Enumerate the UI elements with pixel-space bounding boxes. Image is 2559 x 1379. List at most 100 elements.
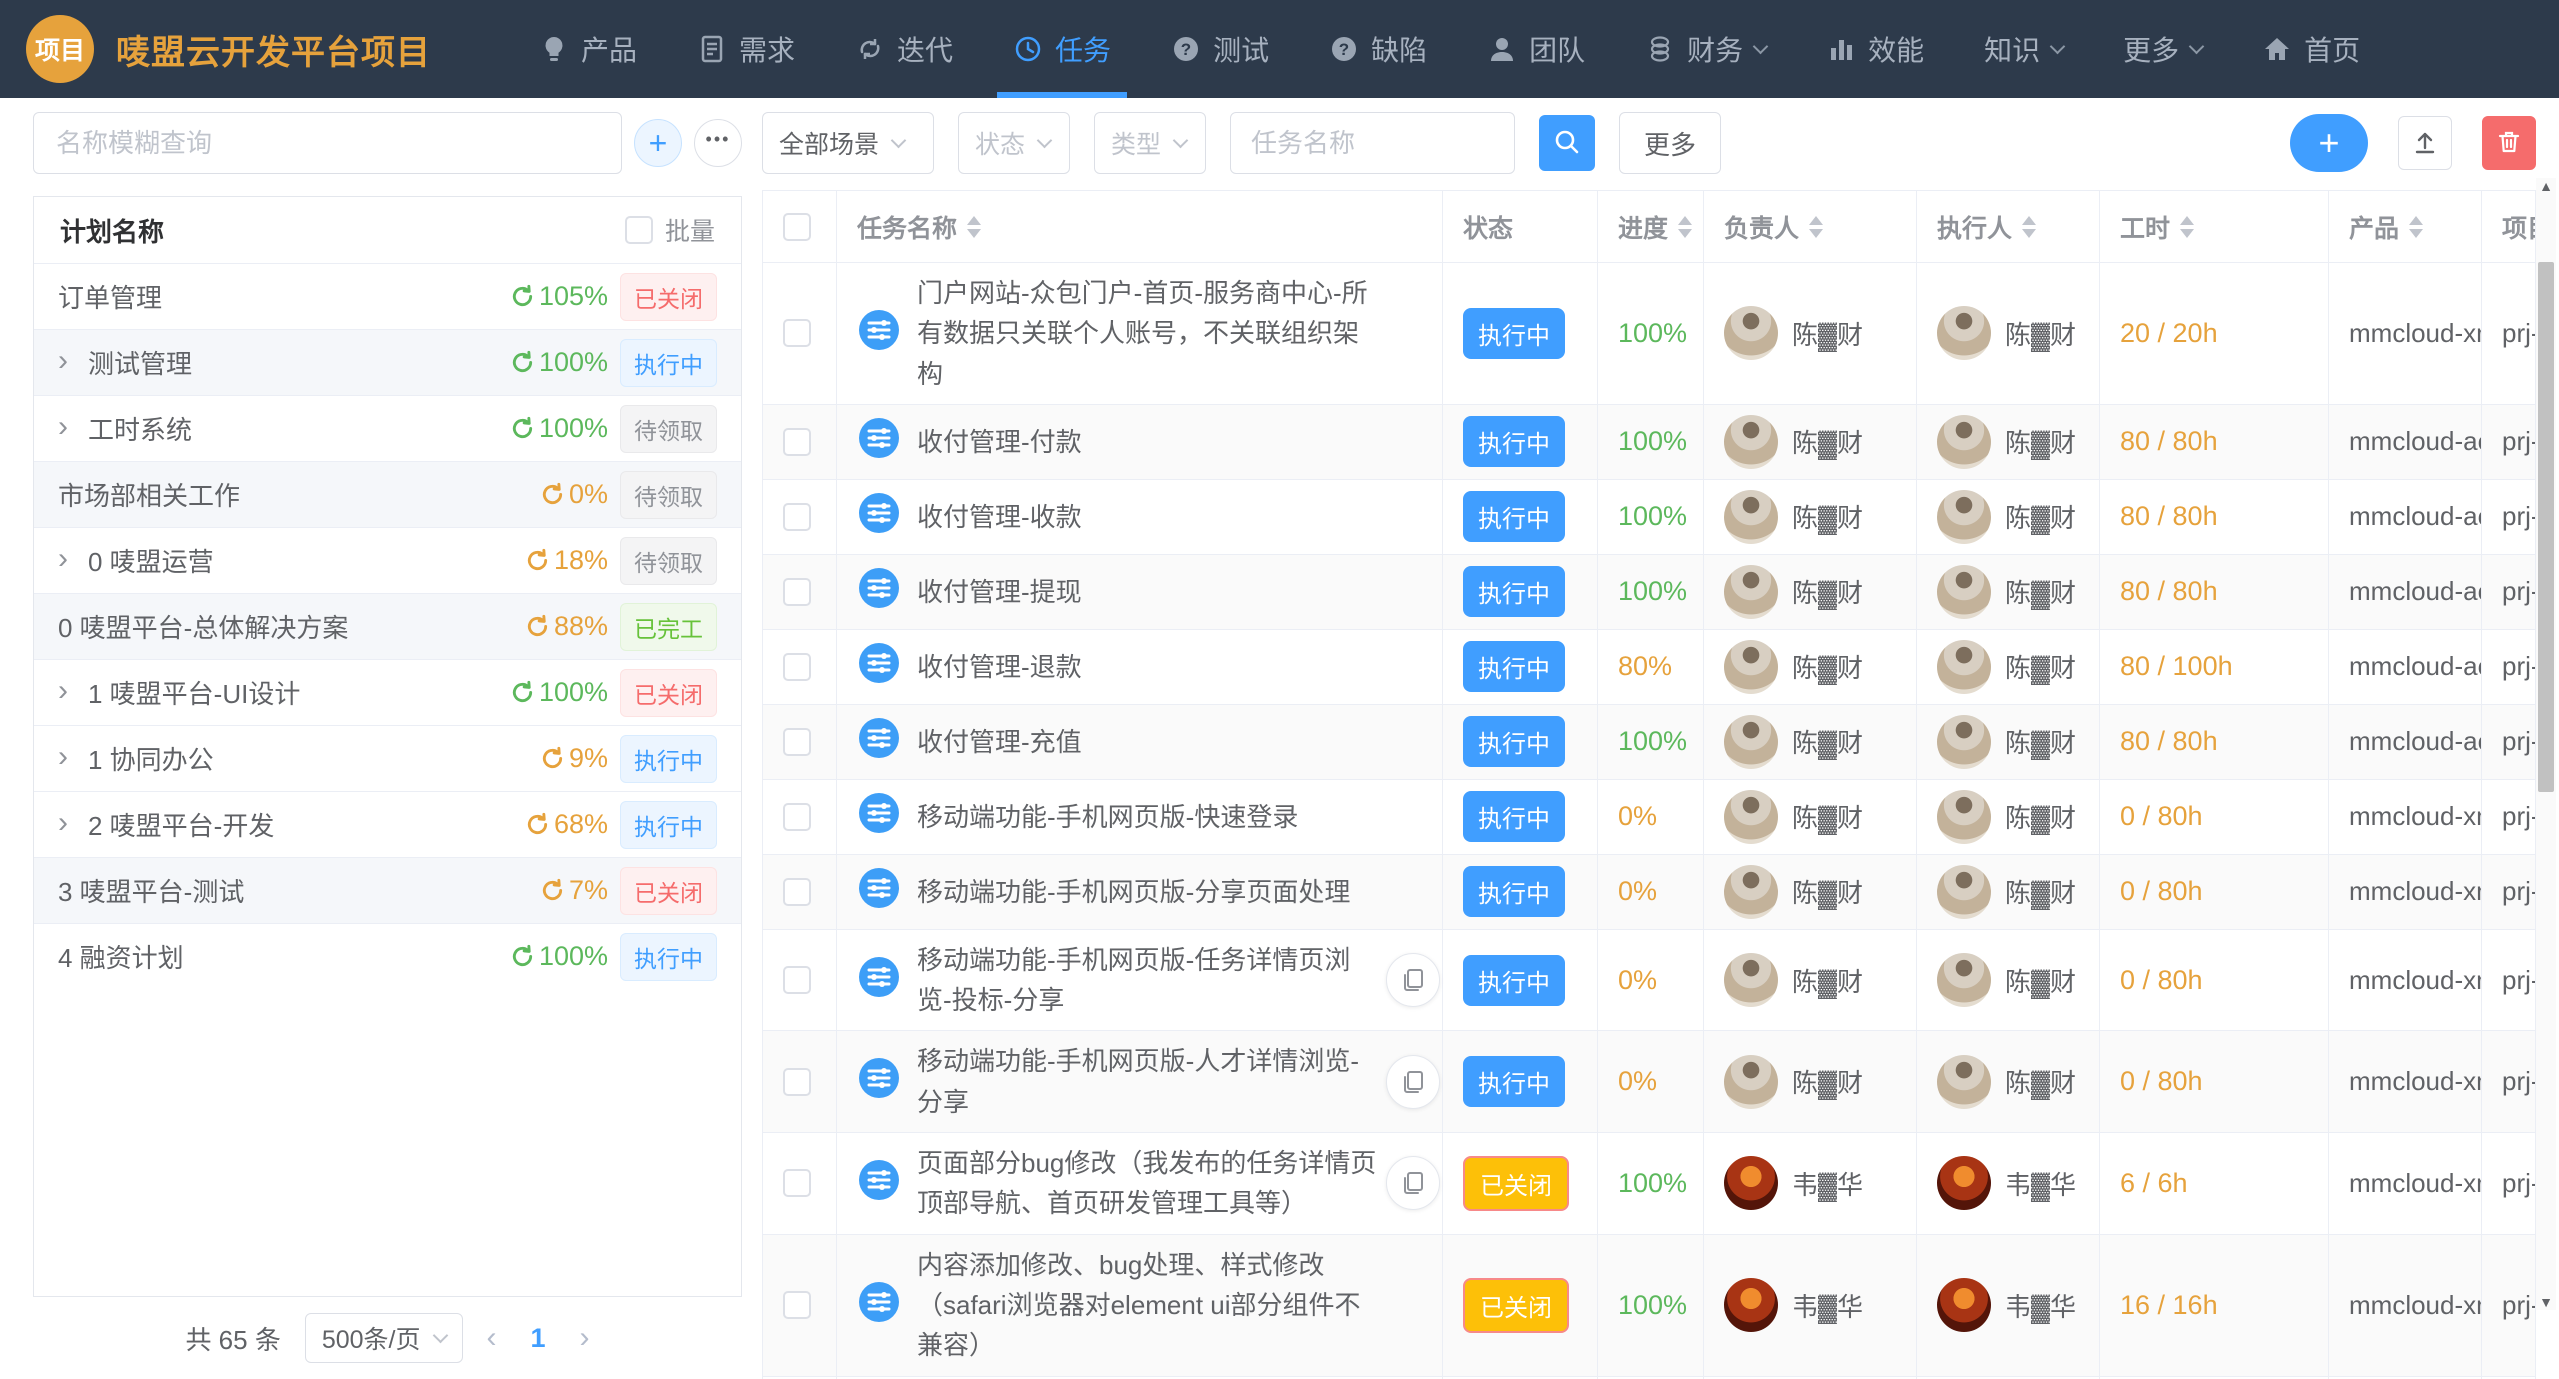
plan-row[interactable]: › 1 协同办公 9% 执行中 — [34, 725, 741, 791]
row-checkbox[interactable] — [783, 727, 811, 756]
sort-icon[interactable] — [1678, 215, 1693, 238]
row-checkbox[interactable] — [783, 1067, 811, 1096]
task-type-icon — [857, 416, 901, 467]
next-page-button[interactable]: › — [579, 1321, 590, 1354]
add-plan-button[interactable]: + — [634, 119, 682, 167]
sort-icon[interactable] — [2409, 215, 2424, 238]
nav-item-iteration[interactable]: 迭代 — [839, 0, 969, 98]
chevron-right-icon[interactable]: › — [58, 409, 68, 443]
row-checkbox[interactable] — [783, 502, 811, 531]
vertical-scrollbar-thumb[interactable] — [2538, 262, 2554, 792]
delete-button[interactable] — [2482, 116, 2536, 170]
nav-item-task[interactable]: 任务 — [997, 0, 1128, 98]
plan-row[interactable]: › 4 融资计划 100% 执行中 — [34, 923, 741, 989]
nav-item-more[interactable]: 更多 — [2107, 0, 2218, 98]
chevron-right-icon[interactable]: › — [58, 343, 68, 377]
nav-item-performance[interactable]: 效能 — [1810, 0, 1940, 98]
task-name-cell: 收付管理-退款 — [837, 629, 1443, 704]
plan-search-input[interactable] — [33, 112, 622, 174]
row-checkbox[interactable] — [783, 802, 811, 831]
nav-item-defect[interactable]: ? 缺陷 — [1313, 0, 1443, 98]
nav-item-requirement[interactable]: 需求 — [681, 0, 811, 98]
import-button[interactable] — [2398, 116, 2452, 170]
task-name-link[interactable]: 移动端功能-手机网页版-人才详情浏览-分享 — [917, 1046, 1359, 1117]
scroll-down-arrow-icon[interactable]: ▼ — [2539, 1294, 2553, 1310]
plan-row[interactable]: › 测试管理 100% 执行中 — [34, 329, 741, 395]
plan-row[interactable]: › 1 唛盟平台-UI设计 100% 已关闭 — [34, 659, 741, 725]
scene-select[interactable]: 全部场景 — [762, 112, 934, 174]
task-name-link[interactable]: 内容添加修改、bug处理、样式修改（safari浏览器对element ui部分… — [917, 1249, 1361, 1361]
nav-item-test[interactable]: ? 测试 — [1155, 0, 1285, 98]
type-select[interactable]: 类型 — [1094, 112, 1206, 174]
status-select[interactable]: 状态 — [958, 112, 1070, 174]
task-name-link[interactable]: 页面部分bug修改（我发布的任务详情页顶部导航、首页研发管理工具等） — [917, 1148, 1377, 1219]
chevron-right-icon[interactable]: › — [58, 541, 68, 575]
plan-more-actions-button[interactable]: ••• — [694, 119, 742, 167]
table-row[interactable]: 移动端功能-手机网页版-分享页面处理 执行中 0% 陈▓财 — [763, 854, 2535, 930]
table-row[interactable]: 移动端功能-手机网页版-人才详情浏览-分享 执行中 0% 陈▓财 — [763, 1031, 2535, 1134]
hours-cell: 80 / 100h — [2100, 629, 2329, 704]
task-name-link[interactable]: 收付管理-提现 — [917, 576, 1082, 607]
plan-row[interactable]: › 2 唛盟平台-开发 68% 执行中 — [34, 791, 741, 857]
plan-row[interactable]: › 0 唛盟平台-总体解决方案 88% 已完工 — [34, 593, 741, 659]
table-row[interactable]: 内容添加修改、bug处理、样式修改（safari浏览器对element ui部分… — [763, 1234, 2535, 1377]
plan-page-size-select[interactable]: 500条/页 — [304, 1313, 463, 1363]
scroll-up-arrow-icon[interactable]: ▲ — [2539, 178, 2553, 194]
vertical-scrollbar[interactable]: ▲ ▼ — [2536, 178, 2556, 1310]
chevron-right-icon[interactable]: › — [58, 673, 68, 707]
row-checkbox[interactable] — [783, 427, 811, 456]
chevron-right-icon[interactable]: › — [58, 739, 68, 773]
plan-row[interactable]: › 市场部相关工作 0% 待领取 — [34, 461, 741, 527]
select-all-checkbox[interactable] — [783, 212, 811, 241]
nav-item-home[interactable]: 首页 — [2246, 0, 2376, 98]
task-name-link[interactable]: 门户网站-众包门户-首页-服务商中心-所有数据只关联个人账号，不关联组织架构 — [917, 278, 1368, 389]
copy-task-button[interactable] — [1386, 1156, 1440, 1211]
task-name-link[interactable]: 收付管理-付款 — [917, 426, 1082, 457]
table-row[interactable]: 门户网站-众包门户-首页-服务商中心-所有数据只关联个人账号，不关联组织架构 执… — [763, 263, 2535, 405]
plan-row[interactable]: › 3 唛盟平台-测试 7% 已关闭 — [34, 857, 741, 923]
nav-item-knowledge[interactable]: 知识 — [1968, 0, 2079, 98]
row-checkbox[interactable] — [783, 319, 811, 348]
task-name-link[interactable]: 移动端功能-手机网页版-快速登录 — [917, 801, 1299, 832]
table-row[interactable]: 收付管理-收款 执行中 100% 陈▓财 — [763, 479, 2535, 555]
task-name-link[interactable]: 收付管理-退款 — [917, 651, 1082, 682]
copy-task-button[interactable] — [1386, 953, 1440, 1008]
batch-checkbox[interactable] — [624, 216, 653, 244]
table-row[interactable]: 页面部分bug修改（我发布的任务详情页顶部导航、首页研发管理工具等） 已关闭 1… — [763, 1133, 2535, 1235]
task-name-link[interactable]: 收付管理-充值 — [917, 726, 1082, 757]
row-checkbox[interactable] — [783, 1169, 811, 1198]
nav-item-finance[interactable]: 财务 — [1629, 0, 1782, 98]
row-checkbox[interactable] — [783, 577, 811, 606]
row-checkbox[interactable] — [783, 966, 811, 995]
task-name-link[interactable]: 移动端功能-手机网页版-分享页面处理 — [917, 876, 1351, 907]
sort-icon[interactable] — [1809, 215, 1824, 238]
nav-item-product[interactable]: 产品 — [523, 0, 653, 98]
more-filters-button[interactable]: 更多 — [1619, 112, 1722, 174]
page-number[interactable]: 1 — [530, 1322, 546, 1353]
table-row[interactable]: 收付管理-充值 执行中 100% 陈▓财 — [763, 704, 2535, 780]
task-name-link[interactable]: 移动端功能-手机网页版-任务详情页浏览-投标-分享 — [917, 944, 1351, 1016]
add-task-button[interactable]: + — [2290, 114, 2368, 172]
sort-icon[interactable] — [2180, 215, 2195, 238]
table-row[interactable]: 收付管理-付款 执行中 100% 陈▓财 — [763, 404, 2535, 480]
plan-row[interactable]: › 0 唛盟运营 18% 待领取 — [34, 527, 741, 593]
table-row[interactable]: 收付管理-提现 执行中 100% 陈▓财 — [763, 554, 2535, 630]
plan-row[interactable]: › 工时系统 100% 待领取 — [34, 395, 741, 461]
prev-page-button[interactable]: ‹ — [486, 1321, 497, 1354]
table-row[interactable]: 移动端功能-手机网页版-快速登录 执行中 0% 陈▓财 — [763, 779, 2535, 855]
row-checkbox[interactable] — [783, 877, 811, 906]
sort-icon[interactable] — [967, 215, 982, 238]
nav-item-team[interactable]: 团队 — [1471, 0, 1601, 98]
plan-row[interactable]: › 订单管理 105% 已关闭 — [34, 263, 741, 329]
table-row[interactable]: 收付管理-退款 执行中 80% 陈▓财 — [763, 629, 2535, 705]
task-name-link[interactable]: 收付管理-收款 — [917, 501, 1082, 532]
table-row[interactable]: 门户网站-众包门户-首页-服务商中心-我的任务 已关闭 100% 陈裕财 — [763, 1376, 2535, 1379]
row-checkbox[interactable] — [783, 1291, 811, 1320]
search-button[interactable] — [1539, 115, 1595, 171]
chevron-right-icon[interactable]: › — [58, 805, 68, 839]
sort-icon[interactable] — [2022, 215, 2037, 238]
copy-task-button[interactable] — [1386, 1054, 1440, 1109]
table-row[interactable]: 移动端功能-手机网页版-任务详情页浏览-投标-分享 执行中 0% 陈▓财 — [763, 929, 2535, 1032]
row-checkbox[interactable] — [783, 652, 811, 681]
task-name-input[interactable] — [1230, 112, 1515, 174]
